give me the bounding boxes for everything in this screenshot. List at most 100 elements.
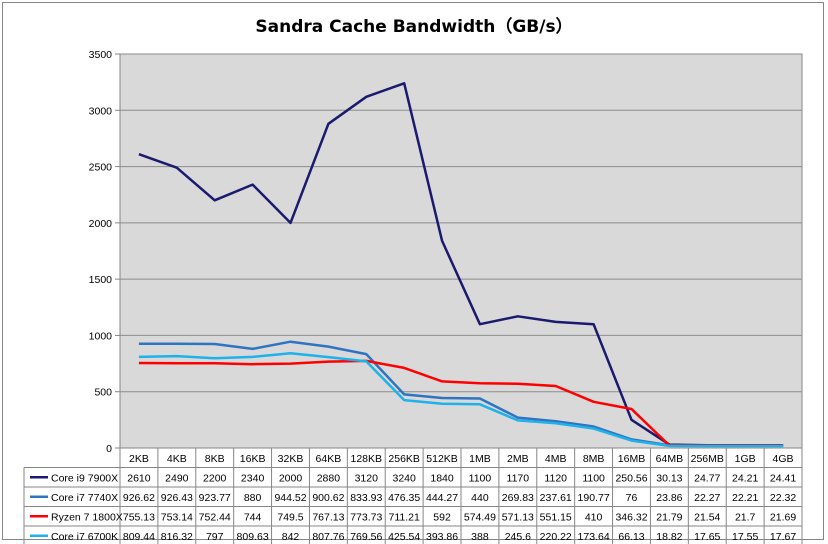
table-cell: 2200 [203, 473, 227, 485]
table-cell: 388 [471, 531, 489, 543]
y-tick-label: 1500 [89, 274, 113, 286]
table-cell: 755.13 [123, 512, 155, 524]
table-cell: 842 [282, 531, 300, 543]
table-cell: 574.49 [464, 512, 496, 524]
table-cell: 66.13 [618, 531, 644, 543]
x-tick-label: 128KB [351, 453, 383, 465]
table-cell: 22.21 [732, 492, 758, 504]
table-cell: 24.41 [770, 473, 796, 485]
table-cell: 769.56 [350, 531, 382, 543]
table-cell: 17.67 [770, 531, 796, 543]
table-cell: 880 [244, 492, 262, 504]
table-cell: 190.77 [578, 492, 610, 504]
table-cell: 21.7 [735, 512, 756, 524]
y-tick-label: 500 [94, 387, 112, 399]
x-tick-label: 32KB [278, 453, 304, 465]
table-cell: 2610 [127, 473, 151, 485]
table-cell: 173.64 [578, 531, 610, 543]
table-cell: 797 [206, 531, 224, 543]
table-cell: 346.32 [615, 512, 647, 524]
table-cell: 807.76 [312, 531, 344, 543]
chart-title: Sandra Cache Bandwidth（GB/s） [255, 17, 573, 37]
table-cell: 269.83 [502, 492, 534, 504]
legend-label: Core i7 7740X [51, 492, 118, 504]
table-cell: 711.21 [388, 512, 419, 524]
table-cell: 592 [433, 512, 451, 524]
table-cell: 749.5 [277, 512, 303, 524]
table-cell: 21.69 [770, 512, 796, 524]
table-cell: 744 [244, 512, 262, 524]
table-cell: 18.82 [656, 531, 682, 543]
y-tick-label: 0 [106, 443, 112, 455]
table-cell: 2880 [317, 473, 341, 485]
table-cell: 1170 [507, 473, 530, 485]
table-cell: 21.54 [694, 512, 720, 524]
y-tick-label: 3500 [89, 49, 113, 61]
x-tick-label: 4MB [545, 453, 567, 465]
table-cell: 752.44 [199, 512, 231, 524]
table-cell: 23.86 [656, 492, 682, 504]
legend-label: Core i9 7900X [51, 473, 118, 485]
x-tick-label: 64KB [316, 453, 342, 465]
table-cell: 22.32 [770, 492, 796, 504]
x-tick-label: 256MB [691, 453, 724, 465]
table-cell: 245.6 [505, 531, 531, 543]
table-cell: 1840 [430, 473, 454, 485]
legend-label: Ryzen 7 1800X [51, 512, 123, 524]
table-cell: 1100 [469, 473, 492, 485]
table-cell: 2490 [165, 473, 189, 485]
legend-label: Core i7 6700K [51, 531, 118, 543]
series-line [138, 351, 784, 448]
y-tick-label: 1000 [89, 330, 113, 342]
table-cell: 767.13 [312, 512, 344, 524]
table-cell: 76 [626, 492, 638, 504]
table-cell: 250.56 [615, 473, 647, 485]
plot-area [119, 53, 803, 449]
table-cell: 833.93 [350, 492, 382, 504]
table-cell: 24.77 [694, 473, 720, 485]
table-cell: 440 [471, 492, 489, 504]
table-cell: 3240 [392, 473, 416, 485]
table-cell: 571.13 [502, 512, 534, 524]
table-cell: 926.43 [161, 492, 193, 504]
table-cell: 773.73 [350, 512, 382, 524]
table-cell: 2340 [241, 473, 265, 485]
table-cell: 425.54 [388, 531, 420, 543]
table-cell: 237.61 [540, 492, 572, 504]
x-tick-label: 1GB [735, 453, 756, 465]
x-tick-label: 512KB [426, 453, 458, 465]
x-tick-label: 16KB [240, 453, 266, 465]
x-tick-label: 1MB [469, 453, 491, 465]
y-tick-label: 2000 [89, 218, 113, 230]
x-tick-label: 16MB [618, 453, 645, 465]
table-cell: 809.44 [123, 531, 155, 543]
table-cell: 444.27 [426, 492, 458, 504]
table-cell: 17.55 [732, 531, 758, 543]
table-cell: 393.86 [426, 531, 458, 543]
table-cell: 809.63 [237, 531, 269, 543]
table-cell: 22.27 [694, 492, 720, 504]
table-cell: 220.22 [540, 531, 572, 543]
x-tick-label: 2KB [129, 453, 149, 465]
x-tick-label: 8KB [205, 453, 225, 465]
table-cell: 551.15 [540, 512, 572, 524]
table-cell: 410 [585, 512, 603, 524]
table-cell: 1100 [582, 473, 605, 485]
x-tick-label: 4KB [167, 453, 187, 465]
table-cell: 1120 [544, 473, 567, 485]
x-tick-label: 4GB [773, 453, 794, 465]
table-cell: 24.21 [732, 473, 758, 485]
table-cell: 816.32 [161, 531, 193, 543]
table-cell: 21.79 [656, 512, 682, 524]
table-cell: 476.35 [388, 492, 420, 504]
x-tick-label: 8MB [583, 453, 605, 465]
x-tick-label: 64MB [656, 453, 683, 465]
table-cell: 944.52 [274, 492, 306, 504]
y-tick-label: 3000 [89, 105, 113, 117]
table-cell: 900.62 [312, 492, 344, 504]
table-cell: 926.62 [123, 492, 155, 504]
table-cell: 923.77 [199, 492, 231, 504]
table-cell: 753.14 [161, 512, 193, 524]
table-cell: 2000 [279, 473, 303, 485]
